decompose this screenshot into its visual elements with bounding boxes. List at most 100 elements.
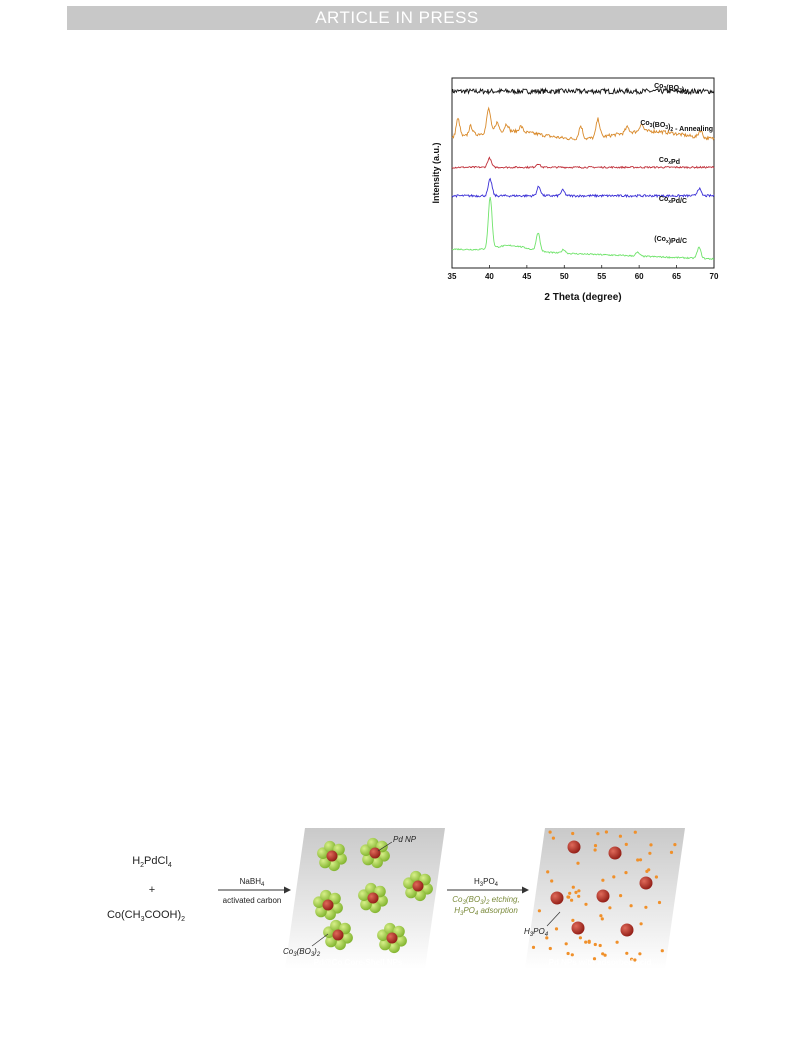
acid-dot bbox=[551, 836, 555, 840]
acid-dot bbox=[603, 953, 607, 957]
pd-nanoparticle bbox=[596, 889, 610, 903]
acid-dot bbox=[636, 858, 640, 862]
acid-dot bbox=[647, 868, 651, 872]
pd-np-callout-line bbox=[377, 841, 393, 852]
co-shell-sphere bbox=[324, 908, 336, 921]
y-axis-label: Intensity (a.u.) bbox=[431, 142, 441, 203]
x-tick-label-2: 45 bbox=[522, 272, 531, 281]
acid-dot bbox=[550, 879, 554, 883]
acid-dot bbox=[624, 842, 628, 846]
pd-particles bbox=[550, 840, 653, 937]
acid-dot bbox=[545, 936, 549, 940]
core-shell-nanoparticle bbox=[313, 889, 343, 921]
h3po4-callout-line bbox=[546, 911, 561, 927]
acid-dot bbox=[571, 918, 575, 922]
pd-nanoparticle bbox=[639, 876, 653, 890]
x-tick-label-1: 40 bbox=[485, 272, 494, 281]
x-tick-label-4: 55 bbox=[597, 272, 606, 281]
acid-dot bbox=[612, 875, 616, 879]
acid-dot bbox=[571, 831, 575, 836]
acid-dot bbox=[571, 885, 575, 889]
pd-core-sphere bbox=[412, 880, 424, 892]
pd-nanoparticle bbox=[567, 840, 581, 854]
pd-core-sphere bbox=[326, 850, 338, 862]
step1-reagent-nabh4: NaBH4 bbox=[240, 877, 265, 888]
plot-frame bbox=[451, 77, 715, 269]
step2-adsorption-text: H3PO4 adsorption bbox=[454, 906, 518, 917]
co-shell-sphere bbox=[328, 859, 340, 872]
step2-reagent-h3po4: H3PO4 bbox=[474, 877, 499, 888]
pd-nanoparticle bbox=[550, 891, 564, 905]
co-shell-sphere bbox=[388, 941, 400, 954]
acid-dot bbox=[600, 917, 604, 921]
acid-dot bbox=[587, 940, 591, 944]
synthesis-scheme: H2PdCl4 + Co(CH3COOH)2 NaBH4 activated c… bbox=[107, 828, 685, 969]
acid-dot bbox=[633, 830, 637, 834]
series-line-2 bbox=[451, 156, 715, 170]
pd-core-sphere bbox=[386, 932, 398, 944]
acid-dot bbox=[673, 843, 677, 847]
pd-core-sphere bbox=[367, 892, 379, 904]
pd-nanoparticle bbox=[608, 846, 622, 860]
acid-dot bbox=[566, 951, 570, 956]
pd-nanoparticle bbox=[620, 923, 634, 937]
pd-np-callout: Pd NP bbox=[393, 835, 417, 844]
acid-dot bbox=[629, 904, 633, 908]
acid-dot bbox=[638, 952, 642, 956]
core-shell-nanoparticle bbox=[317, 840, 347, 872]
series-line-1 bbox=[451, 106, 715, 141]
co-shell-sphere bbox=[334, 938, 346, 951]
series-label-2: CoxPd bbox=[659, 157, 680, 166]
acid-dot bbox=[608, 906, 612, 910]
plus-sign: + bbox=[149, 884, 155, 896]
reactant-cobalt-acetate: Co(CH3COOH)2 bbox=[107, 909, 185, 923]
acid-dot bbox=[548, 946, 552, 951]
series-label-0: Co3(BO3)2 bbox=[654, 83, 687, 96]
series-line-4 bbox=[451, 197, 715, 260]
core-shell-nanoparticle bbox=[377, 922, 407, 954]
co-shell-sphere bbox=[367, 837, 379, 850]
x-tick-label-3: 50 bbox=[560, 272, 569, 281]
pd-core-sphere bbox=[369, 847, 381, 859]
xrd-chart: Co3(BO3)2 Co3(BO3)2 - Annealing CoxPd CoxPd… bbox=[431, 77, 719, 303]
co-shell-sphere bbox=[410, 870, 422, 883]
acid-dot bbox=[570, 953, 574, 957]
co-shell-sphere bbox=[414, 889, 426, 902]
co-shell-sphere bbox=[324, 840, 336, 853]
acid-dot bbox=[564, 942, 568, 946]
acid-dot bbox=[578, 936, 582, 940]
acid-dot bbox=[669, 850, 674, 854]
acid-dot bbox=[618, 834, 623, 838]
x-axis-label: 2 Theta (degree) bbox=[544, 292, 621, 303]
pd-core-sphere bbox=[322, 899, 334, 911]
acid-dot bbox=[567, 895, 571, 899]
acid-dot bbox=[601, 952, 605, 956]
acid-dot bbox=[630, 957, 634, 961]
acid-dot bbox=[577, 889, 581, 893]
acid-dot bbox=[625, 951, 629, 955]
acid-dot bbox=[531, 945, 536, 949]
pd-core-sphere bbox=[332, 929, 344, 941]
series-label-3: CoxPd/C bbox=[659, 196, 687, 205]
article-in-press-banner: ARTICLE IN PRESS bbox=[67, 6, 727, 30]
x-tick-label-0: 35 bbox=[448, 272, 457, 281]
acid-dot bbox=[619, 894, 623, 898]
series-label-1: Co3(BO3)2 - Annealing bbox=[640, 120, 713, 133]
pd-nanoparticle bbox=[571, 921, 585, 935]
core-shell-nanoparticle bbox=[358, 882, 388, 914]
acid-dot bbox=[537, 909, 541, 913]
x-tick-label-6: 65 bbox=[672, 272, 681, 281]
co-shell-sphere bbox=[371, 856, 383, 869]
xrd-series-group bbox=[451, 87, 715, 260]
co-shell-sphere bbox=[369, 901, 381, 914]
x-tick-label-5: 60 bbox=[635, 272, 644, 281]
step2-etching-text: Co3(BO3)2 etching, bbox=[452, 895, 519, 906]
acid-dot bbox=[584, 902, 588, 906]
acid-dots bbox=[531, 830, 677, 962]
acid-dot bbox=[633, 958, 637, 962]
acid-dot bbox=[604, 830, 608, 834]
acid-dot bbox=[639, 922, 643, 926]
step1-activated-carbon: activated carbon bbox=[223, 896, 282, 905]
x-tick-label-7: 70 bbox=[710, 272, 719, 281]
co-shell-sphere bbox=[320, 889, 332, 902]
